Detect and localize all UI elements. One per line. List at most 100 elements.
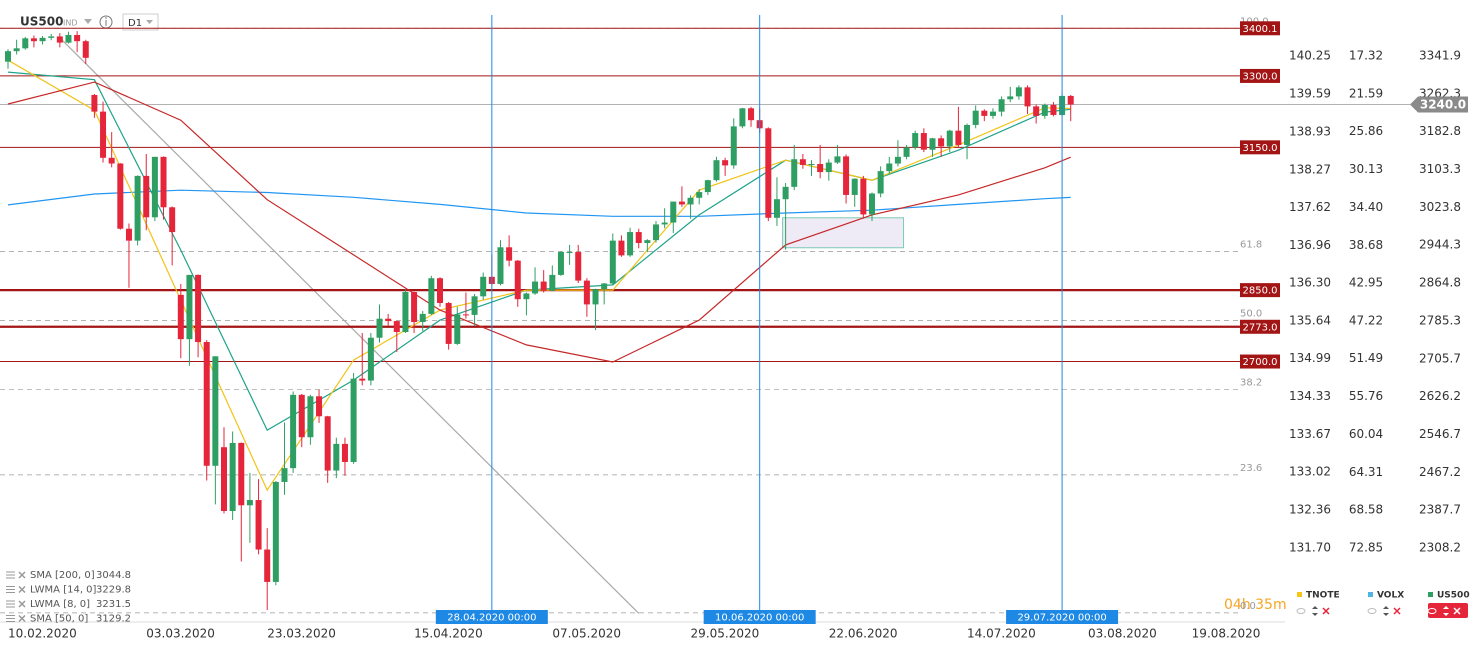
candle-body bbox=[860, 178, 867, 215]
candle-body bbox=[601, 283, 608, 290]
candle-body bbox=[229, 442, 236, 511]
candle-body bbox=[722, 160, 729, 166]
candle-body bbox=[1041, 104, 1048, 116]
candle-body bbox=[350, 378, 357, 462]
indicator-line bbox=[7, 81, 1071, 363]
candle-body bbox=[203, 342, 210, 466]
candle-body bbox=[609, 240, 616, 284]
tnote-tick-label: 132.36 bbox=[1289, 503, 1331, 517]
candle-body bbox=[592, 289, 599, 305]
order-icon bbox=[1443, 606, 1449, 609]
header: US500 IND D1 bbox=[20, 13, 159, 31]
remove-stroke bbox=[18, 600, 26, 608]
candle-body bbox=[100, 111, 107, 158]
legend-label: US500 bbox=[1437, 591, 1470, 601]
candle-body bbox=[65, 34, 72, 43]
legend-remove-icon[interactable] bbox=[18, 585, 26, 594]
remove-stroke bbox=[18, 571, 26, 579]
candle-body bbox=[238, 442, 245, 506]
volx-tick-label: 55.76 bbox=[1349, 389, 1383, 403]
candle-body bbox=[134, 175, 141, 241]
legend-remove-icon[interactable] bbox=[18, 614, 26, 623]
candle-body bbox=[972, 110, 979, 125]
zone bbox=[782, 217, 905, 249]
candle-body bbox=[998, 99, 1005, 112]
x-tick-label: 15.04.2020 bbox=[414, 627, 483, 641]
volx-tick-label: 21.59 bbox=[1349, 86, 1383, 100]
eye-icon[interactable] bbox=[1427, 608, 1437, 614]
candle-body bbox=[523, 293, 530, 300]
candle-body bbox=[583, 280, 590, 305]
tnote-tick-label: 133.02 bbox=[1289, 465, 1331, 479]
interval-dropdown[interactable] bbox=[146, 20, 153, 24]
symbol[interactable]: US500 bbox=[20, 15, 63, 29]
candle-body bbox=[367, 337, 374, 381]
close-icon[interactable] bbox=[1322, 607, 1330, 615]
legend-button[interactable] bbox=[1428, 603, 1468, 618]
volx-tick-label: 47.22 bbox=[1349, 313, 1383, 327]
price-level-box bbox=[1240, 140, 1280, 155]
candle-body bbox=[566, 252, 573, 254]
candle-body bbox=[869, 193, 875, 215]
candle-body bbox=[13, 48, 20, 52]
candle-body bbox=[955, 130, 962, 145]
eye-icon[interactable] bbox=[1296, 608, 1306, 614]
candle-body bbox=[843, 156, 850, 195]
candle-body bbox=[22, 38, 29, 49]
volx-tick-label: 60.04 bbox=[1349, 427, 1383, 441]
candle-body bbox=[773, 199, 780, 218]
candle-body bbox=[290, 394, 297, 469]
us500-tick-label: 2864.8 bbox=[1419, 276, 1461, 290]
candle-body bbox=[454, 314, 461, 344]
symbol-dropdown[interactable] bbox=[84, 19, 92, 24]
tnote-tick-label: 134.99 bbox=[1289, 351, 1331, 365]
candle-body bbox=[160, 156, 167, 208]
vertical-line-label: 29.07.2020 00:00 bbox=[1017, 613, 1106, 624]
candle-body bbox=[1015, 87, 1022, 97]
candle-body bbox=[437, 278, 443, 303]
candle-body bbox=[799, 159, 806, 165]
order-icon bbox=[1312, 606, 1318, 609]
eye-icon[interactable] bbox=[1367, 608, 1377, 614]
candle-body bbox=[177, 294, 184, 340]
candle-body bbox=[946, 130, 953, 147]
candle-body bbox=[221, 447, 227, 511]
indicator-name: LWMA [8, 0] bbox=[30, 599, 90, 610]
legend-label: VOLX bbox=[1377, 591, 1404, 601]
candle-body bbox=[618, 240, 625, 256]
order-icon bbox=[1312, 613, 1318, 616]
volx-tick-label: 30.13 bbox=[1349, 162, 1383, 176]
legend-remove-icon[interactable] bbox=[18, 600, 26, 608]
volx-tick-label: 51.49 bbox=[1349, 351, 1383, 365]
close-icon[interactable] bbox=[1453, 607, 1461, 615]
candle-body bbox=[661, 222, 668, 225]
vertical-line-label: 28.04.2020 00:00 bbox=[447, 613, 536, 624]
candle-body bbox=[264, 549, 271, 582]
vertical-line-box bbox=[703, 610, 816, 624]
x-tick-label: 29.05.2020 bbox=[691, 627, 760, 641]
candle-body bbox=[704, 180, 711, 193]
us500-tick-label: 2944.3 bbox=[1419, 238, 1461, 252]
price-level-label: 2700.0 bbox=[1243, 357, 1278, 368]
candle-body bbox=[549, 274, 556, 291]
legend-remove-icon[interactable] bbox=[18, 571, 26, 579]
candle-body bbox=[324, 416, 331, 471]
interval-box[interactable] bbox=[122, 13, 159, 31]
x-tick-label: 10.02.2020 bbox=[8, 627, 77, 641]
close-icon[interactable] bbox=[1393, 607, 1401, 615]
fib-label: 38.2 bbox=[1240, 378, 1262, 389]
candle-body bbox=[739, 108, 746, 127]
volx-tick-label: 42.95 bbox=[1349, 276, 1383, 290]
candle-body bbox=[713, 160, 720, 181]
candle-body bbox=[195, 274, 202, 343]
current-price-box bbox=[1410, 96, 1468, 113]
volx-tick-label: 68.58 bbox=[1349, 503, 1383, 517]
indicator-name: SMA [200, 0] bbox=[30, 570, 95, 581]
candle-body bbox=[808, 163, 815, 165]
indicator-name: SMA [50, 0] bbox=[30, 614, 88, 625]
us500-tick-label: 2785.3 bbox=[1419, 313, 1461, 327]
price-level-box bbox=[1240, 354, 1280, 369]
candle-body bbox=[341, 443, 348, 462]
